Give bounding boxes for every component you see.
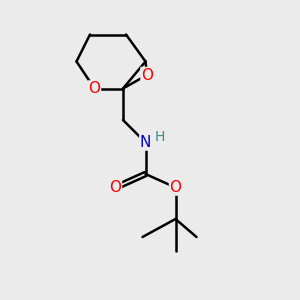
Text: O: O [169, 180, 181, 195]
Text: N: N [140, 135, 151, 150]
Text: H: H [155, 130, 165, 144]
Text: O: O [141, 68, 153, 82]
Text: O: O [88, 81, 101, 96]
Text: O: O [110, 180, 122, 195]
